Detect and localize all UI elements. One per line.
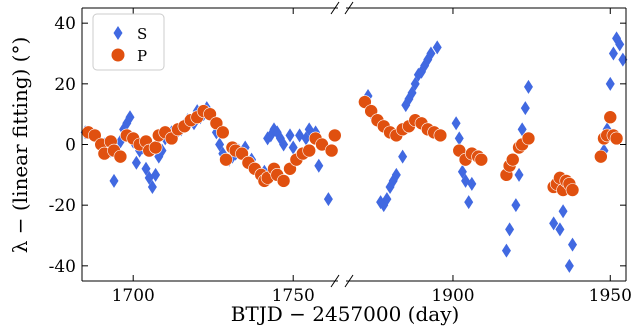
data-point-s bbox=[382, 192, 392, 207]
legend-marker-s bbox=[113, 26, 123, 40]
series-p bbox=[81, 95, 624, 197]
data-point-p bbox=[113, 149, 128, 164]
data-point-s bbox=[451, 116, 461, 131]
data-point-p bbox=[565, 183, 580, 197]
y-tick-label: 20 bbox=[54, 75, 76, 95]
data-point-s bbox=[558, 204, 568, 219]
data-point-s bbox=[314, 158, 324, 173]
data-point-p bbox=[609, 131, 624, 146]
data-point-s bbox=[141, 161, 151, 176]
data-point-p bbox=[219, 152, 233, 167]
x-axis-label: BTJD − 2457000 (day) bbox=[231, 302, 460, 326]
data-point-p bbox=[433, 128, 448, 143]
data-point-p bbox=[302, 143, 317, 158]
series-s bbox=[80, 31, 628, 273]
data-point-p bbox=[315, 137, 329, 152]
data-point-s bbox=[432, 40, 442, 55]
legend-frame bbox=[92, 13, 165, 71]
data-point-s bbox=[501, 243, 511, 258]
data-point-p bbox=[276, 174, 291, 188]
legend-marker-p bbox=[111, 48, 125, 62]
data-point-s bbox=[279, 137, 289, 152]
legend-label-p: P bbox=[137, 47, 147, 65]
data-point-s bbox=[467, 176, 477, 191]
data-point-p bbox=[603, 110, 618, 124]
data-point-s bbox=[454, 131, 464, 146]
data-point-s bbox=[605, 76, 615, 91]
data-point-s bbox=[568, 237, 578, 252]
x-tick-label: 1750 bbox=[272, 286, 315, 306]
data-point-p bbox=[505, 152, 520, 167]
data-point-p bbox=[594, 149, 608, 164]
data-point-s bbox=[426, 46, 436, 61]
data-point-s bbox=[523, 79, 533, 94]
y-tick-label: -40 bbox=[49, 257, 76, 277]
data-point-s bbox=[520, 101, 530, 116]
axis-break-mark bbox=[344, 1, 354, 15]
data-point-s bbox=[147, 179, 157, 194]
data-point-s bbox=[549, 216, 559, 231]
axis-break-mark bbox=[344, 274, 354, 288]
data-point-p bbox=[148, 140, 163, 155]
data-point-s bbox=[285, 128, 295, 143]
data-point-p bbox=[474, 152, 489, 167]
data-point-s bbox=[131, 155, 141, 170]
data-point-s bbox=[618, 52, 628, 67]
y-tick-label: 40 bbox=[54, 14, 76, 34]
axis-break-mark bbox=[330, 274, 340, 288]
data-point-p bbox=[216, 125, 230, 140]
legend: S P bbox=[92, 13, 165, 71]
data-point-s bbox=[125, 110, 135, 125]
data-point-s bbox=[301, 131, 311, 146]
data-point-s bbox=[555, 222, 565, 237]
x-tick-label: 1700 bbox=[112, 286, 155, 306]
plot-area bbox=[80, 31, 628, 273]
data-point-s bbox=[288, 140, 298, 155]
axes: 1700 1750 1900 1950 -40 -20 0 20 40 bbox=[49, 1, 632, 306]
data-point-p bbox=[521, 131, 536, 146]
data-point-s bbox=[517, 122, 527, 137]
data-point-p bbox=[324, 143, 339, 158]
x-tick-label: 1900 bbox=[431, 286, 474, 306]
y-axis-label: λ − (linear fitting) (°) bbox=[8, 37, 32, 254]
data-point-s bbox=[608, 46, 618, 61]
data-point-s bbox=[505, 222, 515, 237]
data-point-s bbox=[323, 192, 333, 207]
axis-break-mark bbox=[330, 1, 340, 15]
data-point-s bbox=[398, 149, 408, 164]
data-point-s bbox=[564, 258, 574, 273]
y-tick-label: -20 bbox=[49, 196, 76, 216]
legend-label-s: S bbox=[137, 25, 147, 43]
x-tick-label: 1950 bbox=[589, 286, 632, 306]
data-point-s bbox=[615, 37, 625, 52]
y-tick-label: 0 bbox=[65, 136, 76, 156]
data-point-p bbox=[327, 128, 342, 143]
data-point-s bbox=[215, 137, 225, 152]
data-point-s bbox=[391, 167, 401, 182]
data-point-s bbox=[109, 173, 119, 188]
data-point-s bbox=[514, 167, 524, 182]
data-point-s bbox=[151, 167, 161, 182]
data-point-s bbox=[511, 198, 521, 213]
data-point-s bbox=[464, 195, 474, 210]
